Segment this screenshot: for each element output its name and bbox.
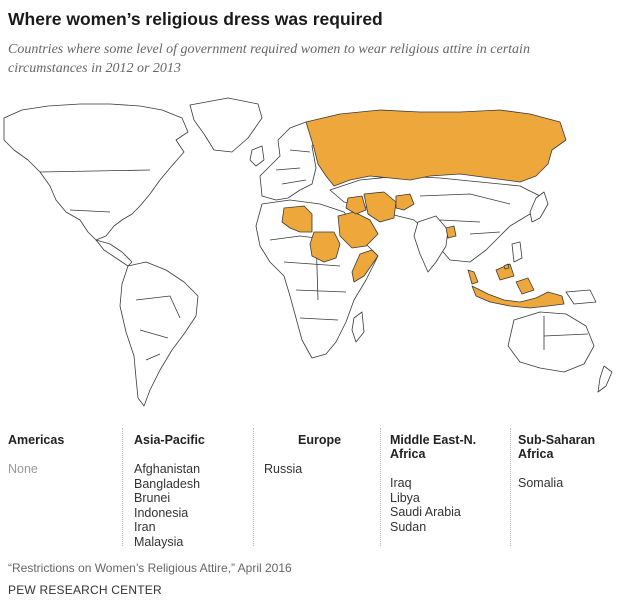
region-column-asia-pacific: Asia-Pacific Afghanistan Bangladesh Brun… — [134, 428, 254, 549]
country-item: Libya — [390, 490, 420, 505]
region-heading: Asia-Pacific — [134, 433, 205, 447]
europe-borders — [275, 149, 311, 185]
region-heading: Americas — [8, 433, 65, 447]
south-america — [119, 261, 199, 407]
country-somalia — [351, 249, 379, 283]
region-legend: Americas None Asia-Pacific Afghanistan B… — [0, 428, 619, 550]
asia-borders — [419, 193, 511, 235]
region-heading: Europe — [298, 433, 342, 447]
country-brunei — [503, 263, 510, 270]
column-divider — [380, 428, 381, 546]
region-column-americas: Americas None — [8, 428, 118, 546]
country-indonesia — [471, 277, 565, 309]
north-america — [3, 103, 189, 241]
source-note: “Restrictions on Women’s Religious Attir… — [8, 561, 292, 575]
credit-line: PEW RESEARCH CENTER — [8, 583, 162, 597]
column-divider — [510, 428, 511, 546]
country-iran — [363, 191, 397, 223]
uk — [249, 145, 265, 167]
region-column-europe: Europe Russia — [264, 428, 376, 546]
japan — [529, 191, 549, 223]
country-item: Iran — [134, 520, 156, 534]
region-empty-text: None — [8, 462, 38, 476]
region-heading: Sub-Saharan Africa — [518, 433, 596, 461]
country-item: Somalia — [518, 476, 564, 490]
philippines — [511, 241, 523, 263]
country-iraq — [345, 195, 367, 215]
country-item: Russia — [264, 462, 303, 476]
chart-subtitle: Countries where some level of government… — [8, 42, 530, 76]
greenland — [189, 97, 263, 153]
australia — [507, 311, 595, 373]
new-zealand — [597, 365, 613, 393]
country-russia — [305, 109, 567, 187]
country-item: Malaysia — [134, 534, 184, 549]
chart-title: Where women’s religious dress was requir… — [8, 9, 383, 29]
papua-new-guinea — [565, 289, 597, 305]
us-mexico-border — [69, 209, 111, 213]
africa-borders — [269, 235, 347, 321]
column-divider — [122, 428, 123, 546]
country-item: Sudan — [390, 519, 427, 534]
country-sudan — [309, 231, 341, 263]
australia-borders — [543, 316, 589, 350]
madagascar — [351, 311, 365, 343]
country-item: Indonesia — [134, 505, 189, 520]
country-libya — [281, 205, 313, 233]
country-item: Brunei — [134, 491, 171, 505]
canada-us-border — [39, 169, 151, 173]
country-item: Iraq — [390, 476, 412, 490]
central-america — [95, 239, 133, 267]
region-column-sub-saharan-africa: Sub-Saharan Africa Somalia — [518, 428, 618, 546]
region-heading: Middle East-N. Africa — [390, 433, 477, 461]
country-item: Bangladesh — [134, 476, 201, 491]
india — [413, 215, 449, 273]
country-afghanistan — [395, 193, 415, 211]
column-divider — [253, 428, 254, 546]
south-america-borders — [135, 295, 181, 361]
world-map — [3, 97, 613, 407]
country-item: Afghanistan — [134, 462, 201, 476]
country-bangladesh — [445, 225, 457, 239]
region-column-mena: Middle East-N. Africa Iraq Libya Saudi A… — [390, 428, 508, 546]
country-item: Saudi Arabia — [390, 505, 461, 519]
